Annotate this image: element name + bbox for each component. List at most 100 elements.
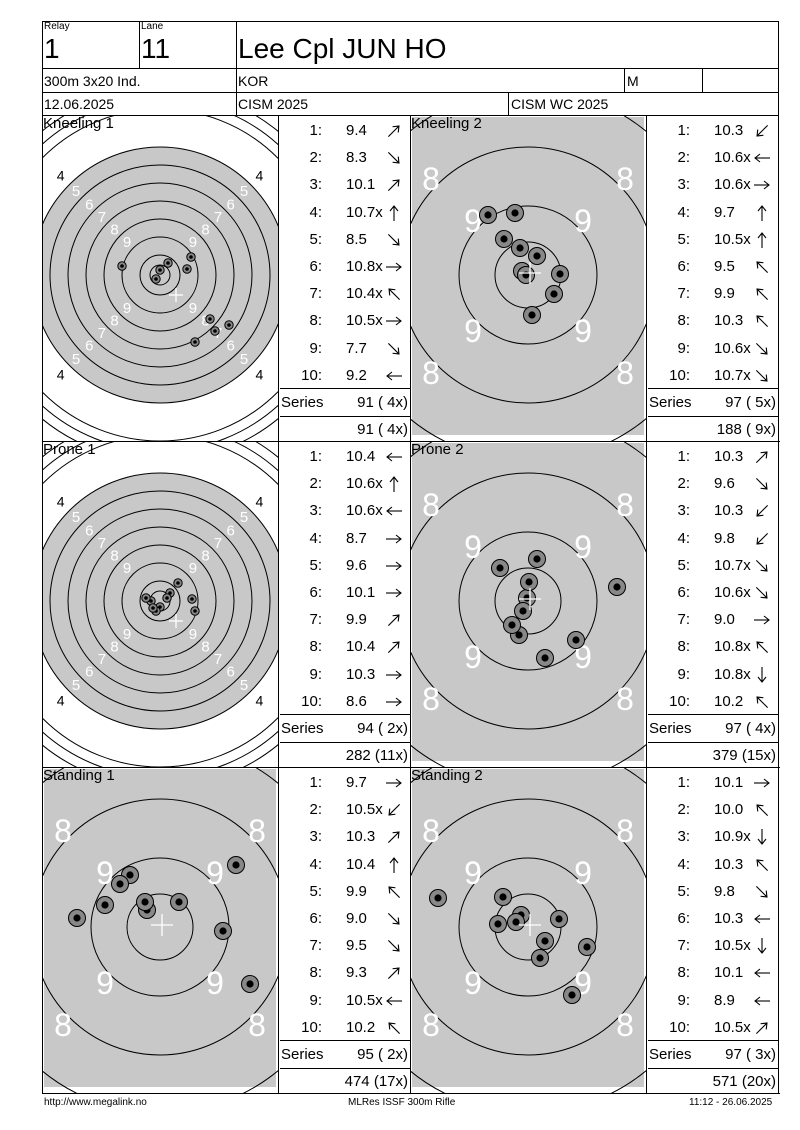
shot-score: 10.8x: [714, 638, 751, 656]
direction-arrow-icon: [752, 501, 772, 521]
shot-row: 7: 9.9: [280, 606, 412, 633]
direction-arrow-icon: [384, 827, 404, 847]
shot-score: 10.1: [346, 584, 376, 601]
shot-score: 10.3: [714, 122, 744, 139]
panel-vline: [278, 441, 279, 767]
running-total: 282 (11x): [345, 747, 408, 765]
shot-hole-center: [556, 270, 564, 278]
shot-score: 10.3: [714, 855, 744, 873]
panel-title: Kneeling 1: [43, 115, 114, 132]
series-label: Series: [649, 720, 692, 737]
shot-number: 3:: [309, 828, 322, 846]
ring-number-label: 6: [227, 196, 235, 213]
shot-number: 9:: [309, 665, 322, 683]
shot-row: 4: 9.8: [648, 525, 780, 552]
shot-row: 4: 10.7x: [280, 199, 412, 226]
shot-score: 10.1: [346, 176, 376, 194]
running-total: 571 (20x): [712, 1073, 776, 1091]
direction-arrow-icon: [752, 529, 772, 549]
shot-hole-center: [484, 211, 492, 219]
shot-number: 9:: [677, 991, 690, 1009]
shot-score: 10.7x: [714, 556, 751, 574]
shot-number: 8:: [677, 638, 690, 656]
border-right: [778, 21, 779, 1094]
ring-number-label: 9: [464, 639, 482, 675]
shot-number: 9:: [309, 991, 322, 1009]
ring-number-label: 9: [206, 965, 224, 1001]
shot-row: 2: 10.6x: [280, 470, 412, 497]
direction-arrow-icon: [384, 366, 404, 386]
shot-row: 1: 10.3: [648, 117, 780, 144]
shot-number: 4:: [677, 203, 690, 221]
shot-row: 9: 10.8x: [648, 661, 780, 688]
ring-number-label: 4: [256, 692, 264, 708]
total-divider: [280, 416, 410, 418]
shot-number: 7:: [677, 937, 690, 955]
shot-row: 3: 10.3: [648, 497, 780, 524]
ring-number-label: 4: [57, 168, 65, 184]
ring-number-label: 8: [110, 222, 118, 239]
nation: KOR: [238, 73, 269, 89]
lane-number: 11: [141, 33, 171, 64]
panel-vline: [646, 767, 647, 1093]
shot-number: 3:: [677, 502, 690, 520]
shot-hole-center: [494, 920, 502, 928]
direction-arrow-icon: [752, 121, 772, 141]
ring-number-label: 8: [616, 355, 634, 391]
direction-arrow-icon: [752, 257, 772, 277]
shot-score: 9.0: [346, 910, 367, 927]
shot-score: 10.4: [346, 448, 376, 465]
shot-number: 10:: [669, 692, 690, 710]
shot-hole-center: [496, 564, 504, 572]
shot-hole-center: [555, 915, 563, 923]
series-divider: [648, 388, 778, 389]
ring-number-label: 4: [256, 494, 264, 510]
ring-number-label: 5: [240, 509, 248, 526]
event-name: 300m 3x20 Ind.: [44, 73, 141, 89]
series-divider: [648, 1040, 778, 1041]
series-score: 97 ( 5x): [725, 394, 776, 411]
ring-number-label: 4: [57, 366, 65, 382]
shot-row: 2: 10.0: [648, 796, 780, 823]
shot-hole-center: [519, 607, 527, 615]
shot-number: 4:: [677, 529, 690, 547]
ring-number-label: 6: [227, 338, 235, 355]
ring-number-label: 9: [189, 626, 197, 643]
shot-score: 10.3: [346, 665, 376, 683]
panel-vline: [278, 767, 279, 1093]
shot-score: 7.7: [346, 339, 367, 357]
shot-score: 10.4: [346, 638, 376, 656]
shot-hole-center: [512, 918, 520, 926]
ring-number-label: 8: [201, 639, 209, 656]
shot-row: 4: 8.7: [280, 525, 412, 552]
ring-number-label: 4: [256, 168, 264, 184]
ring-number-label: 7: [214, 535, 222, 552]
shot-number: 8:: [677, 312, 690, 330]
shot-number: 1:: [309, 448, 322, 465]
shot-score: 9.0: [714, 611, 735, 629]
ring-number-label: 8: [248, 813, 266, 849]
panel-vline: [410, 767, 411, 1093]
border-bottom: [42, 1093, 779, 1094]
header-vline-3: [624, 68, 625, 92]
shot-row: 4: 9.7: [648, 199, 780, 226]
shot-row: 1: 10.3: [648, 443, 780, 470]
shot-score: 10.7x: [346, 203, 383, 221]
border-left: [42, 21, 43, 1094]
shot-row: 2: 9.6: [648, 470, 780, 497]
shot-number: 5:: [677, 230, 690, 248]
shot-score: 10.5x: [346, 991, 383, 1009]
shot-row: 8: 10.4: [280, 633, 412, 660]
direction-arrow-icon: [752, 991, 772, 1011]
ring-number-label: 9: [123, 300, 131, 317]
shot-number: 6:: [309, 584, 322, 601]
shot-number: 1:: [309, 122, 322, 139]
shot-number: 9:: [677, 339, 690, 357]
shot-number: 4:: [677, 855, 690, 873]
panel-vline: [646, 115, 647, 441]
series-score: 97 ( 4x): [725, 720, 776, 737]
shot-hole-center: [500, 235, 508, 243]
shot-row: 3: 10.3: [280, 823, 412, 850]
ring-number-label: 8: [54, 1007, 72, 1043]
